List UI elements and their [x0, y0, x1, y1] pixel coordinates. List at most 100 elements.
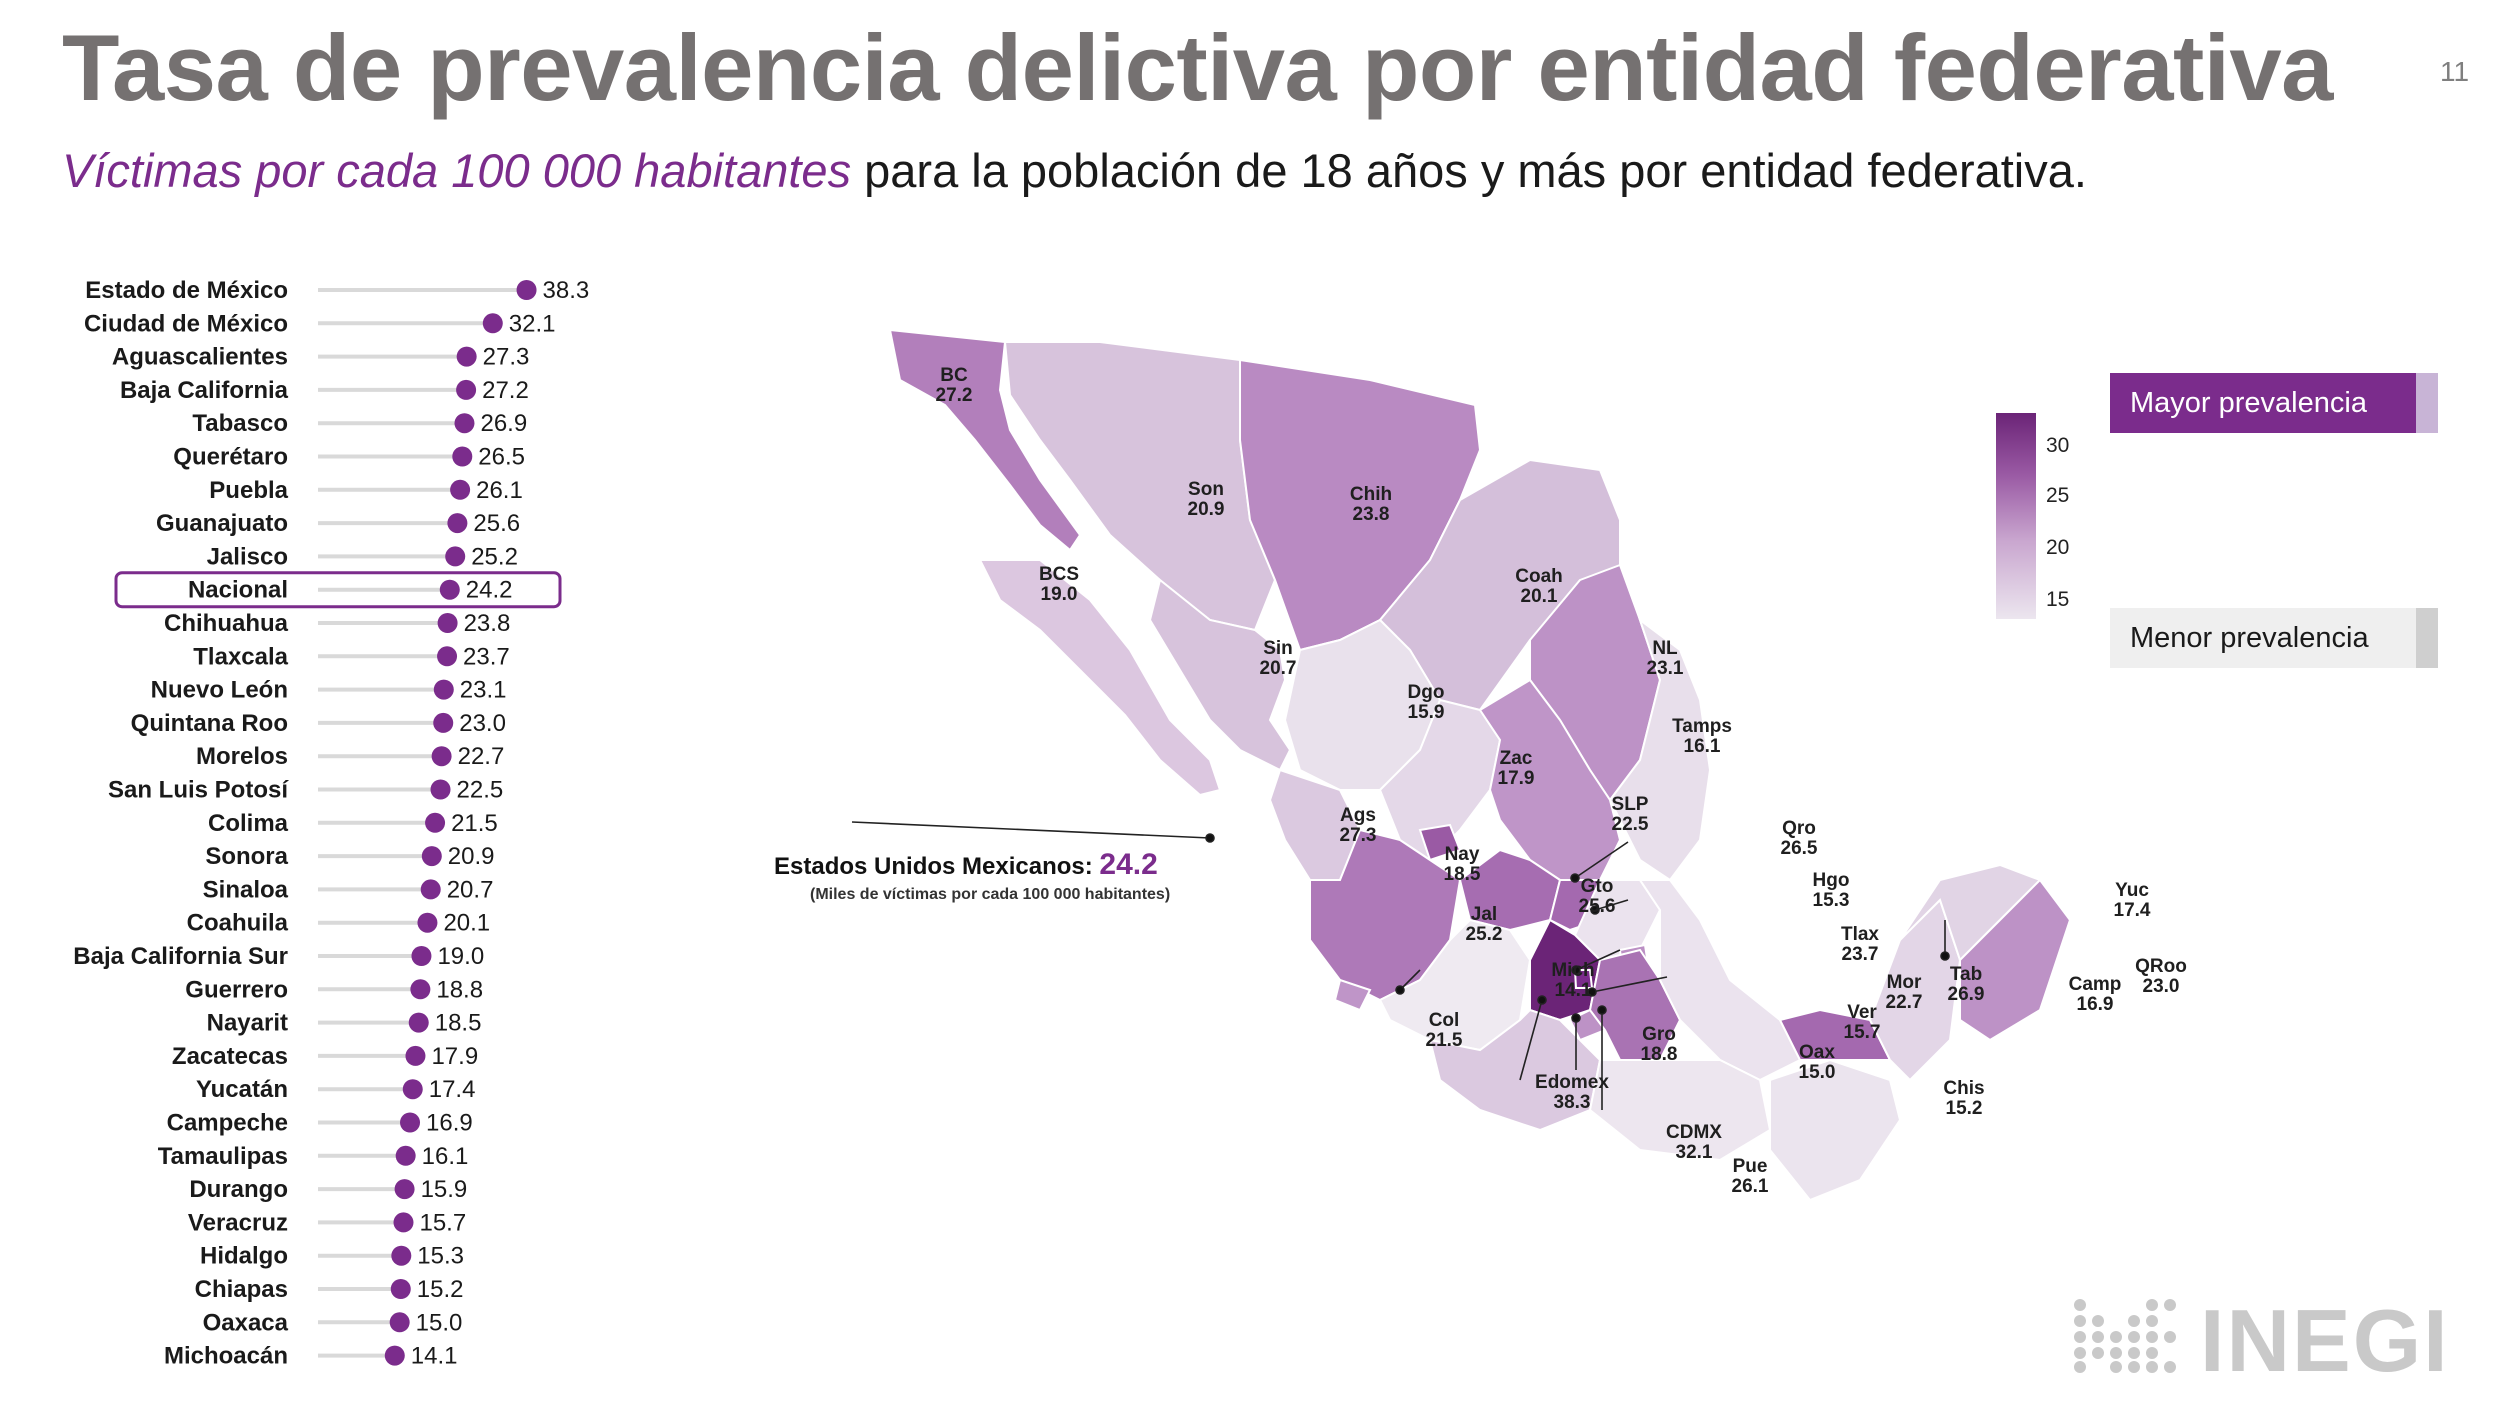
- map-label-bcs: BCS 19.0: [1039, 564, 1079, 605]
- category-label: Veracruz: [188, 1209, 288, 1236]
- bar-dot: [437, 646, 458, 667]
- map-label-mor: Mor 22.7: [1886, 972, 1923, 1013]
- data-label: 20.1: [443, 910, 490, 937]
- data-label: 23.1: [460, 677, 507, 704]
- data-label: 27.2: [482, 377, 529, 404]
- category-label: Jalisco: [207, 543, 288, 570]
- map-label-camp: Camp 16.9: [2069, 974, 2122, 1015]
- data-label: 15.0: [416, 1309, 463, 1336]
- page-number: 11: [2440, 56, 2470, 87]
- bar-dot: [433, 712, 454, 733]
- bar-dot: [421, 846, 442, 867]
- bar-dot: [391, 1245, 412, 1266]
- bar-dot: [456, 346, 477, 367]
- map-label-nay: Nay 18.5: [1444, 844, 1481, 885]
- data-label: 25.2: [471, 543, 518, 570]
- region-jal: [1309, 828, 1462, 1002]
- legend-tick-25: 25: [2046, 484, 2070, 507]
- category-label: Tamaulipas: [158, 1143, 288, 1170]
- bar-dot: [420, 879, 441, 900]
- data-label: 20.9: [448, 843, 495, 870]
- map-label-ags: Ags 27.3: [1340, 805, 1377, 846]
- map-label-mich: Mich 14.1: [1551, 960, 1594, 1001]
- map-label-son: Son 20.9: [1188, 479, 1225, 520]
- category-label: Morelos: [196, 743, 288, 770]
- category-label: Baja California: [120, 377, 289, 404]
- bar-dot: [452, 446, 473, 467]
- lollipop-chart: Estado de México 38.3 Ciudad de México 32.1…: [73, 277, 590, 1370]
- map-label-col: Col 21.5: [1426, 1010, 1463, 1051]
- page-title: Tasa de prevalencia delictiva por entida…: [62, 15, 2333, 120]
- bar-dot: [417, 912, 438, 933]
- data-label: 27.3: [483, 344, 530, 371]
- category-label: Hidalgo: [200, 1243, 288, 1270]
- category-label: Nacional: [188, 577, 288, 604]
- region-col: [1333, 978, 1372, 1012]
- bar-dot: [384, 1345, 405, 1366]
- map-label-gro: Gro 18.8: [1641, 1024, 1678, 1065]
- national-total: Estados Unidos Mexicanos: 24.2: [774, 848, 1158, 882]
- data-label: 25.6: [473, 510, 520, 537]
- category-label: Guanajuato: [156, 510, 288, 537]
- map-label-sin: Sin 20.7: [1260, 638, 1297, 679]
- legend-high-box: Mayor prevalencia: [2110, 373, 2438, 433]
- map-labels: BC 27.2 BCS 19.0 Son 20.9 Chih 23.8 Coah 20.1…: [936, 365, 2187, 1197]
- bar-dot: [389, 1312, 410, 1333]
- bar-dot: [430, 779, 451, 800]
- data-label: 38.3: [543, 277, 590, 304]
- mexico-map: BC 27.2 BCS 19.0 Son 20.9 Chih 23.8 Coah 20.1…: [851, 328, 2187, 1202]
- map-label-qroo: QRoo 23.0: [2135, 956, 2187, 997]
- legend-high-edge: [2416, 373, 2438, 433]
- map-label-ver: Ver 15.7: [1844, 1002, 1881, 1043]
- legend-low-box: Menor prevalencia: [2110, 608, 2438, 668]
- inegi-logo-text: INEGI: [2200, 1291, 2450, 1390]
- bar-dot: [516, 280, 537, 300]
- bar-dot: [456, 379, 477, 400]
- category-label: Zacatecas: [172, 1043, 288, 1070]
- map-label-oax: Oax 15.0: [1799, 1042, 1836, 1083]
- data-label: 32.1: [509, 310, 556, 337]
- highlight-box-nacional: [114, 571, 562, 609]
- bar-dot: [405, 1045, 426, 1066]
- region-bc: [888, 328, 1082, 552]
- map-label-hgo: Hgo 15.3: [1813, 870, 1850, 911]
- map-label-slp: SLP 22.5: [1612, 794, 1649, 835]
- data-label: 17.4: [429, 1076, 476, 1103]
- category-label: Aguascalientes: [112, 344, 288, 371]
- data-label: 15.7: [419, 1209, 466, 1236]
- data-label: 17.9: [431, 1043, 478, 1070]
- national-total-value: 24.2: [1099, 848, 1158, 881]
- data-label: 15.9: [421, 1176, 468, 1203]
- bar-dot: [394, 1179, 415, 1200]
- data-label: 19.0: [437, 943, 484, 970]
- data-label: 14.1: [411, 1343, 458, 1370]
- bar-dot: [400, 1112, 421, 1133]
- region-sin: [1148, 578, 1292, 772]
- data-label: 15.3: [417, 1243, 464, 1270]
- region-tamps: [1608, 617, 1712, 882]
- category-label: Chihuahua: [164, 610, 289, 637]
- bar-dot: [411, 946, 432, 966]
- bar-dot: [390, 1279, 411, 1299]
- subtitle-rest: para la población de 18 años y más por e…: [851, 144, 2087, 197]
- region-ver: [1638, 879, 1802, 1082]
- map-regions: [888, 328, 2072, 1202]
- national-total-label: Estados Unidos Mexicanos:: [774, 853, 1093, 880]
- category-label: Quintana Roo: [131, 710, 288, 737]
- color-scale-legend: [1996, 413, 2036, 619]
- map-label-yuc: Yuc 17.4: [2114, 880, 2151, 921]
- data-label: 18.8: [436, 976, 483, 1003]
- category-label: Campeche: [167, 1110, 288, 1137]
- legend-low-edge: [2416, 608, 2438, 668]
- data-label: 26.1: [476, 477, 523, 504]
- map-label-coah: Coah 20.1: [1515, 566, 1563, 607]
- bar-dot: [437, 613, 458, 633]
- map-label-cdmx: CDMX 32.1: [1666, 1122, 1722, 1163]
- data-label: 21.5: [451, 810, 498, 837]
- map-label-qro: Qro 26.5: [1781, 818, 1818, 859]
- bar-dot: [482, 313, 503, 334]
- bar-dot: [431, 746, 452, 767]
- category-label: Sonora: [205, 843, 288, 870]
- bar-dot: [393, 1212, 414, 1233]
- map-label-jal: Jal 25.2: [1466, 904, 1503, 945]
